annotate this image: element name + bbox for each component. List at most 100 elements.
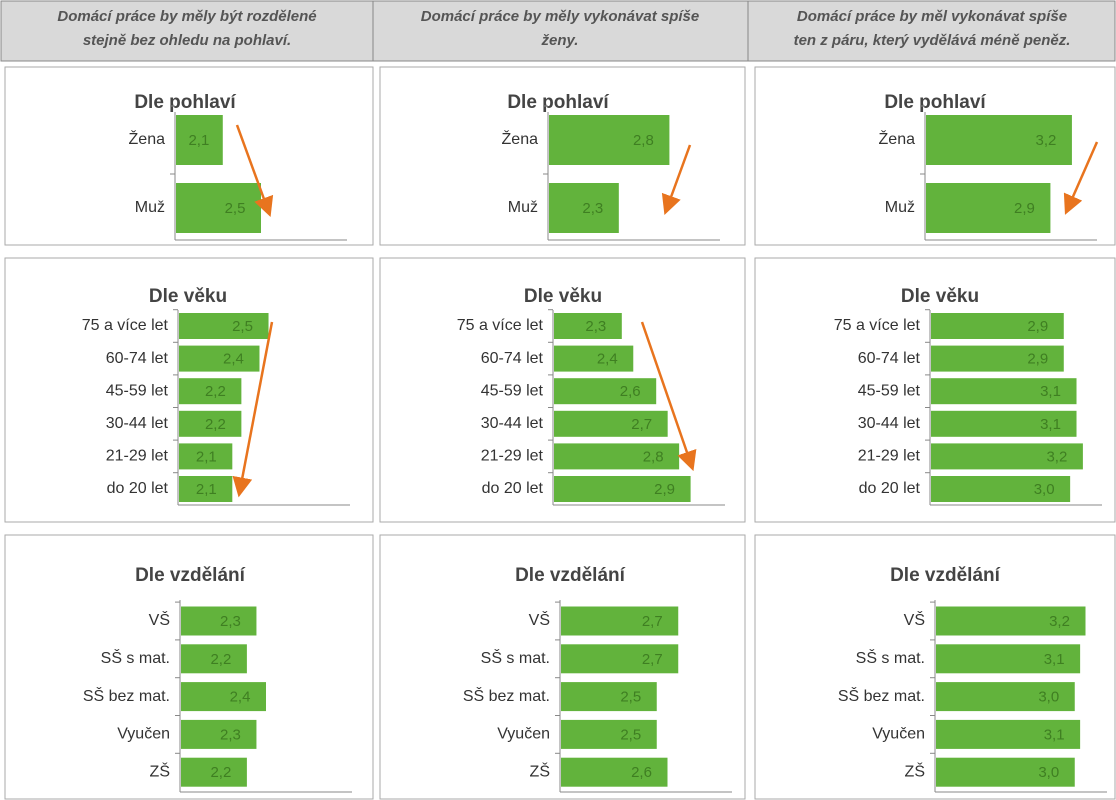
bar bbox=[181, 757, 247, 787]
value-label: 2,6 bbox=[620, 383, 641, 400]
bar bbox=[931, 378, 1077, 405]
category-label: Vyučen bbox=[117, 726, 170, 743]
category-label: SŠ s mat. bbox=[101, 648, 170, 667]
value-label: 2,3 bbox=[582, 200, 603, 217]
category-label: VŠ bbox=[529, 610, 550, 629]
category-label: VŠ bbox=[149, 610, 170, 629]
value-label: 3,2 bbox=[1046, 448, 1067, 465]
chart-title: Dle věku bbox=[901, 286, 979, 307]
category-label: Vyučen bbox=[497, 726, 550, 743]
chart-title: Dle věku bbox=[524, 286, 602, 307]
bar bbox=[936, 606, 1086, 636]
category-label: Muž bbox=[508, 199, 538, 216]
value-label: 2,7 bbox=[642, 651, 663, 668]
category-label: SŠ bez mat. bbox=[83, 686, 170, 705]
bar bbox=[554, 443, 680, 470]
trend-arrows bbox=[232, 124, 1099, 498]
trend-arrow bbox=[232, 321, 274, 498]
bar bbox=[179, 410, 242, 437]
value-label: 2,6 bbox=[631, 764, 652, 781]
value-label: 3,0 bbox=[1038, 764, 1059, 781]
bar bbox=[181, 606, 257, 636]
category-label: Žena bbox=[502, 129, 539, 148]
column-header: ženy. bbox=[541, 32, 579, 49]
trend-arrow bbox=[1063, 141, 1099, 215]
category-label: 21-29 let bbox=[106, 448, 169, 465]
bar bbox=[561, 757, 668, 787]
category-label: 75 a více let bbox=[834, 317, 921, 334]
header-cell bbox=[747, 0, 1116, 62]
column-header: Domácí práce by měly být rozdělené bbox=[57, 8, 316, 25]
bar bbox=[179, 345, 260, 372]
category-label: 45-59 let bbox=[858, 382, 921, 399]
bar bbox=[554, 476, 691, 502]
bar bbox=[931, 345, 1064, 372]
value-label: 2,3 bbox=[220, 613, 241, 630]
charts: Dle pohlaví Žena 2,1 Muž 2,5 Dle pohlaví Žena 2… bbox=[4, 66, 1116, 800]
value-label: 2,1 bbox=[196, 481, 217, 498]
category-label: Vyučen bbox=[872, 726, 925, 743]
bar bbox=[181, 719, 257, 749]
layout: Domácí práce by měly být rozdělené stejně… bbox=[0, 0, 1116, 62]
category-label: 60-74 let bbox=[106, 350, 169, 367]
chart-title: Dle vzdělání bbox=[890, 565, 1001, 586]
bar bbox=[176, 183, 261, 233]
bar bbox=[936, 719, 1081, 749]
bar bbox=[181, 644, 247, 674]
value-label: 2,1 bbox=[196, 448, 217, 465]
bar bbox=[549, 115, 670, 165]
category-label: 75 a více let bbox=[457, 317, 544, 334]
value-label: 2,4 bbox=[597, 351, 618, 368]
bar bbox=[926, 115, 1072, 165]
value-label: 3,1 bbox=[1044, 726, 1065, 743]
column-header: ten z páru, který vydělává méně peněz. bbox=[794, 32, 1071, 49]
bar bbox=[931, 410, 1077, 437]
chart-title: Dle pohlaví bbox=[507, 92, 609, 113]
category-label: 30-44 let bbox=[106, 415, 169, 432]
trend-arrow bbox=[235, 124, 274, 218]
bar bbox=[179, 313, 269, 339]
bar bbox=[179, 443, 233, 470]
value-label: 2,5 bbox=[232, 318, 253, 335]
category-label: do 20 let bbox=[859, 480, 921, 497]
header-cell bbox=[372, 0, 749, 62]
category-label: SŠ bez mat. bbox=[463, 686, 550, 705]
value-label: 2,2 bbox=[210, 651, 231, 668]
category-label: 75 a více let bbox=[82, 317, 169, 334]
chart-title: Dle vzdělání bbox=[515, 565, 626, 586]
bar bbox=[549, 183, 619, 233]
bar bbox=[176, 115, 223, 165]
bar bbox=[179, 476, 233, 502]
value-label: 2,9 bbox=[654, 481, 675, 498]
value-label: 3,2 bbox=[1035, 132, 1056, 149]
bar bbox=[561, 719, 657, 749]
chart-title: Dle pohlaví bbox=[884, 92, 986, 113]
category-label: ZŠ bbox=[905, 761, 925, 780]
value-label: 2,7 bbox=[642, 613, 663, 630]
category-label: 21-29 let bbox=[481, 448, 544, 465]
bar bbox=[554, 410, 668, 437]
column-header: stejně bez ohledu na pohlaví. bbox=[83, 32, 291, 49]
trend-arrow bbox=[640, 321, 697, 472]
value-label: 3,1 bbox=[1040, 416, 1061, 433]
value-label: 2,8 bbox=[643, 448, 664, 465]
bar bbox=[931, 476, 1071, 502]
chart-title: Dle vzdělání bbox=[135, 565, 246, 586]
bar bbox=[554, 345, 634, 372]
value-label: 2,7 bbox=[631, 416, 652, 433]
category-label: do 20 let bbox=[107, 480, 169, 497]
category-label: 60-74 let bbox=[481, 350, 544, 367]
value-label: 2,9 bbox=[1027, 318, 1048, 335]
header-cell bbox=[0, 0, 374, 62]
column-header: Domácí práce by měl vykonávat spíše bbox=[797, 8, 1067, 25]
bar bbox=[936, 757, 1075, 787]
bar bbox=[179, 378, 242, 405]
category-label: SŠ s mat. bbox=[856, 648, 925, 667]
category-label: do 20 let bbox=[482, 480, 544, 497]
value-label: 2,9 bbox=[1027, 351, 1048, 368]
bar bbox=[931, 313, 1064, 339]
category-label: 60-74 let bbox=[858, 350, 921, 367]
bar bbox=[926, 183, 1051, 233]
value-label: 2,2 bbox=[205, 383, 226, 400]
bar bbox=[561, 606, 679, 636]
